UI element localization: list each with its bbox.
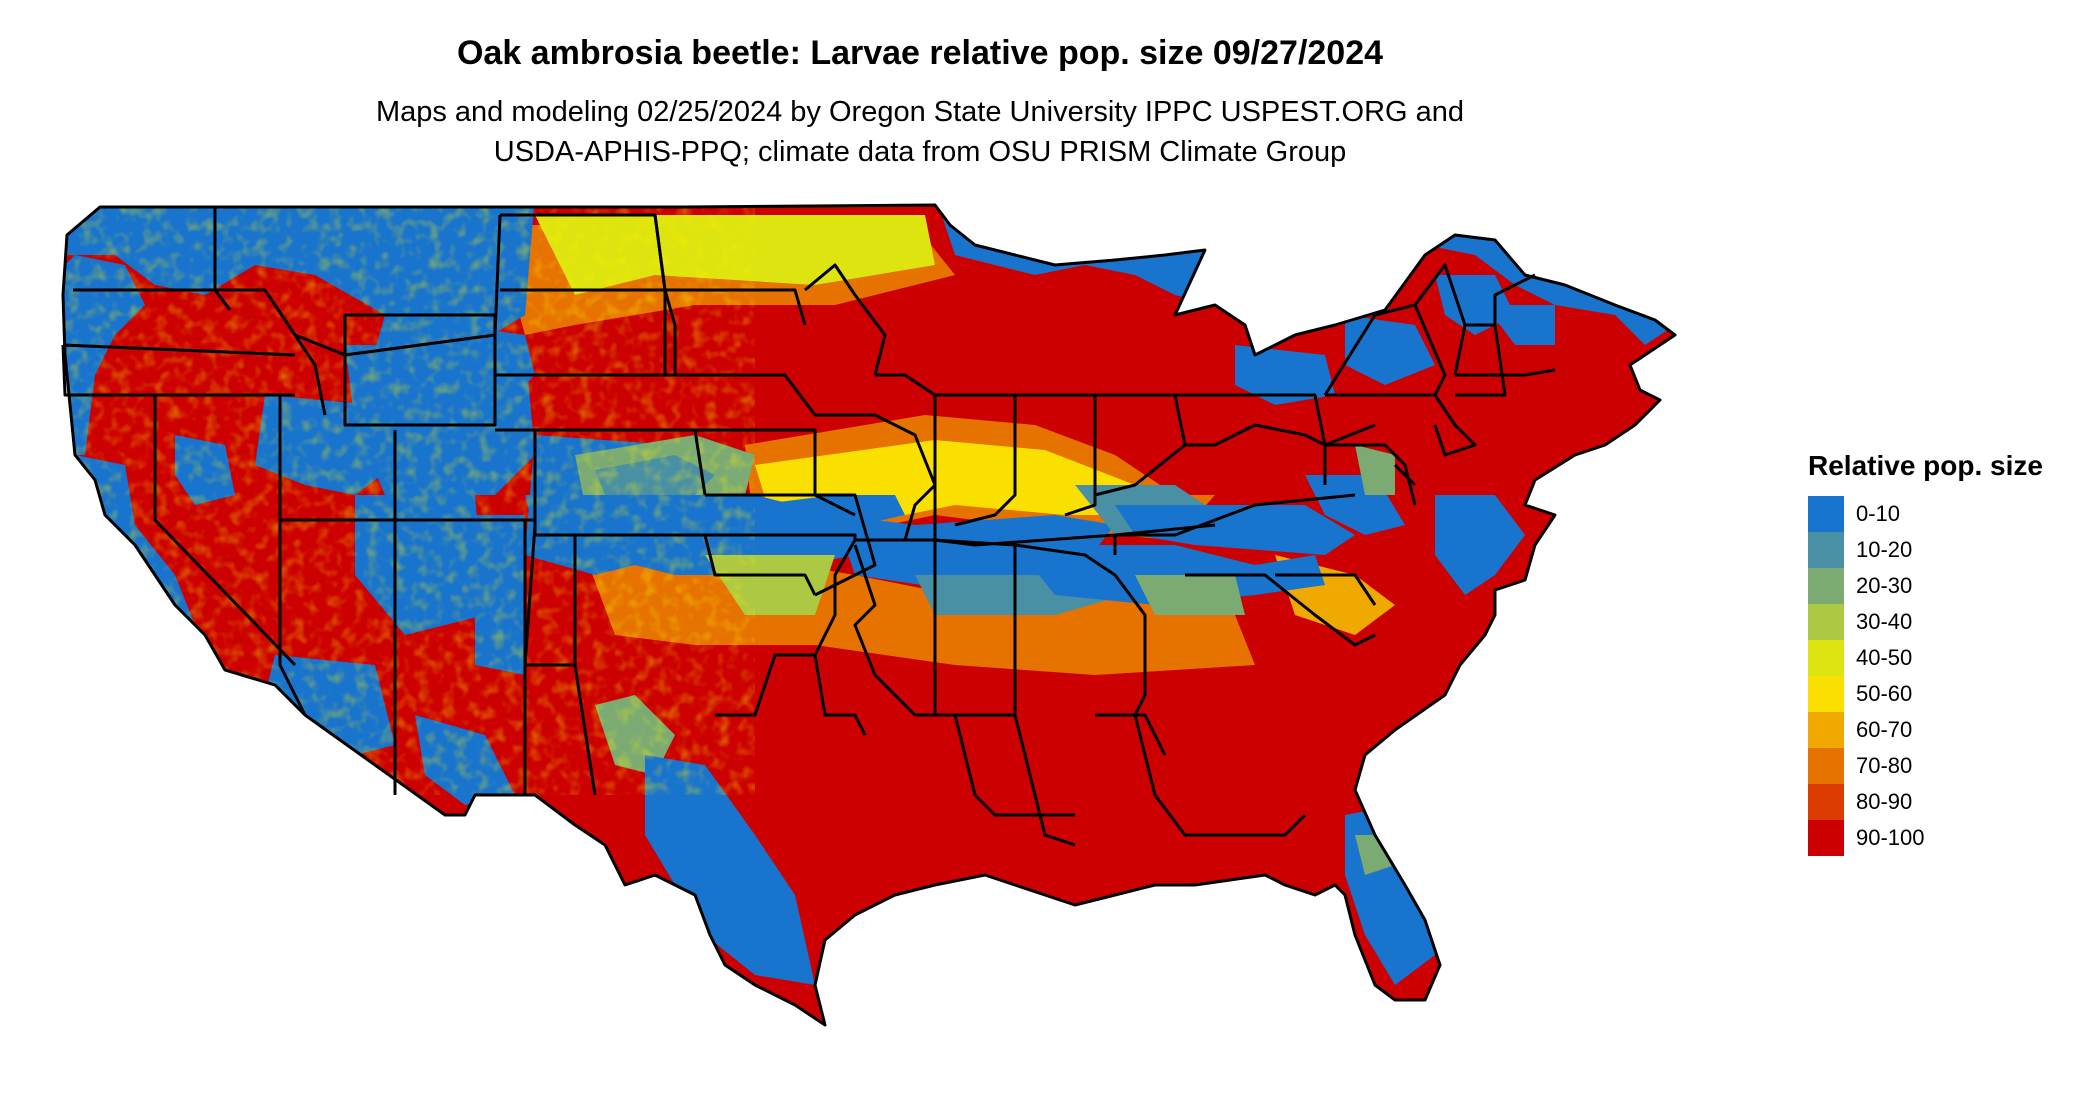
legend-item: 10-20 bbox=[1808, 532, 2043, 568]
map-title: Oak ambrosia beetle: Larvae relative pop… bbox=[456, 34, 1384, 72]
us-population-map bbox=[61, 203, 1677, 1027]
legend-swatch bbox=[1808, 676, 1844, 712]
legend: Relative pop. size 0-10 10-20 20-30 30-4… bbox=[1808, 450, 2043, 856]
legend-item: 90-100 bbox=[1808, 820, 2043, 856]
legend-label: 60-70 bbox=[1856, 717, 1913, 742]
legend-swatch bbox=[1808, 496, 1844, 532]
legend-items: 0-10 10-20 20-30 30-40 40-50 50-60 60-70 bbox=[1808, 496, 2043, 856]
legend-label: 30-40 bbox=[1856, 609, 1913, 634]
subtitle-line-1: Maps and modeling 02/25/2024 by Oregon S… bbox=[375, 96, 1465, 128]
legend-label: 10-20 bbox=[1856, 537, 1913, 562]
legend-label: 50-60 bbox=[1856, 681, 1913, 706]
population-raster bbox=[63, 205, 1675, 1025]
legend-title: Relative pop. size bbox=[1808, 450, 2043, 481]
legend-item: 0-10 bbox=[1808, 496, 2043, 532]
subtitle-line-2: USDA-APHIS-PPQ; climate data from OSU PR… bbox=[493, 136, 1347, 168]
legend-swatch bbox=[1808, 784, 1844, 820]
state-boundaries bbox=[61, 203, 1677, 1027]
legend-label: 90-100 bbox=[1856, 825, 1925, 850]
legend-swatch bbox=[1808, 640, 1844, 676]
legend-swatch bbox=[1808, 532, 1844, 568]
legend-swatch bbox=[1808, 712, 1844, 748]
legend-label: 20-30 bbox=[1856, 573, 1913, 598]
legend-item: 30-40 bbox=[1808, 604, 2043, 640]
legend-item: 50-60 bbox=[1808, 676, 2043, 712]
legend-item: 40-50 bbox=[1808, 640, 2043, 676]
legend-item: 70-80 bbox=[1808, 748, 2043, 784]
legend-swatch bbox=[1808, 568, 1844, 604]
legend-item: 20-30 bbox=[1808, 568, 2043, 604]
legend-label: 40-50 bbox=[1856, 645, 1913, 670]
legend-swatch bbox=[1808, 820, 1844, 856]
legend-label: 0-10 bbox=[1856, 501, 1901, 526]
legend-item: 80-90 bbox=[1808, 784, 2043, 820]
legend-swatch bbox=[1808, 748, 1844, 784]
legend-swatch bbox=[1808, 604, 1844, 640]
legend-item: 60-70 bbox=[1808, 712, 2043, 748]
legend-label: 70-80 bbox=[1856, 753, 1913, 778]
map-subtitle: Maps and modeling 02/25/2024 by Oregon S… bbox=[0, 92, 1840, 172]
legend-label: 80-90 bbox=[1856, 789, 1913, 814]
